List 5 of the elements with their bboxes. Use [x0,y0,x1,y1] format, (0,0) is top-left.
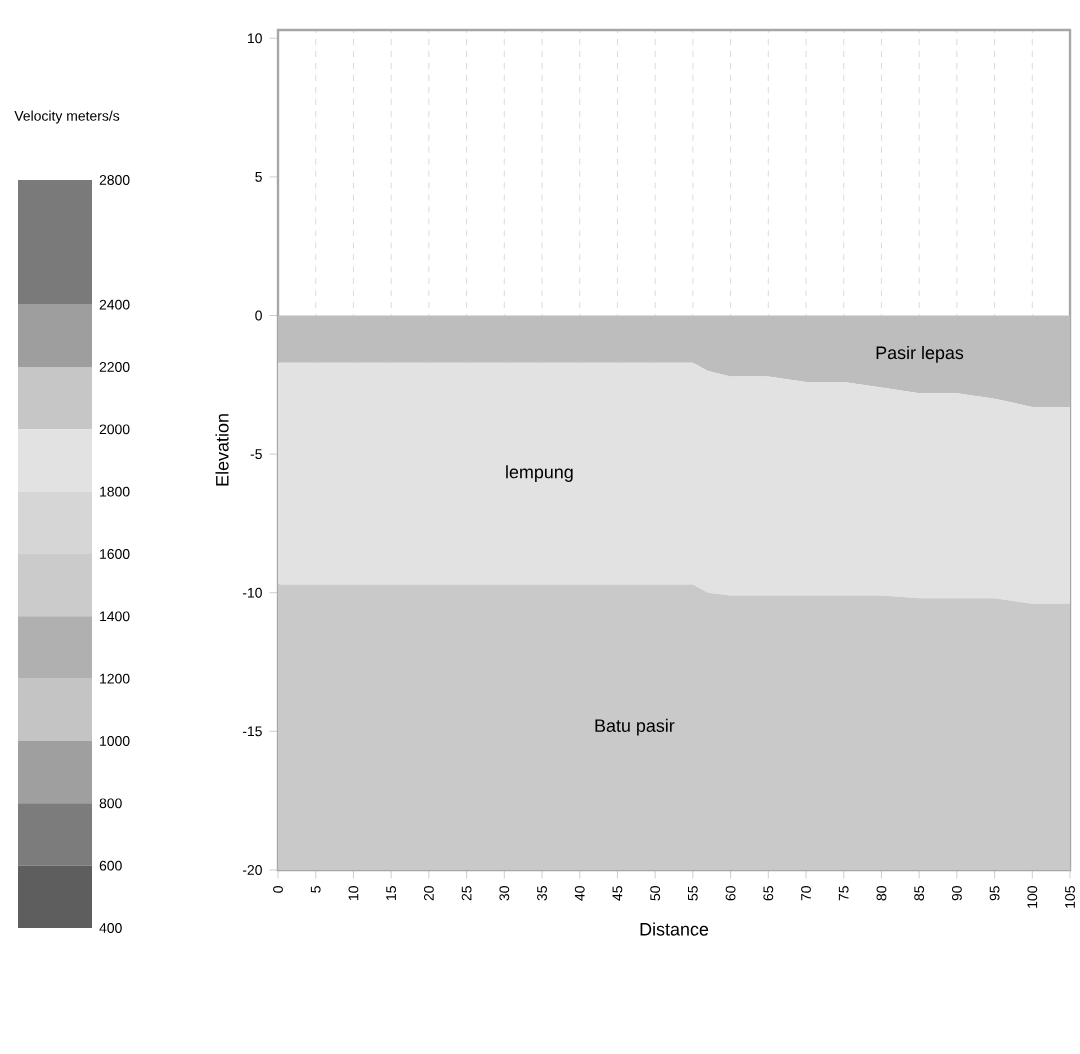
series-label: Pasir lepas [876,345,964,363]
y-axis-title: Elevation [215,414,229,486]
x-axis-title: Distance [640,922,709,936]
series-label: Batu pasir [595,718,675,736]
series-label: lempung [506,465,573,482]
